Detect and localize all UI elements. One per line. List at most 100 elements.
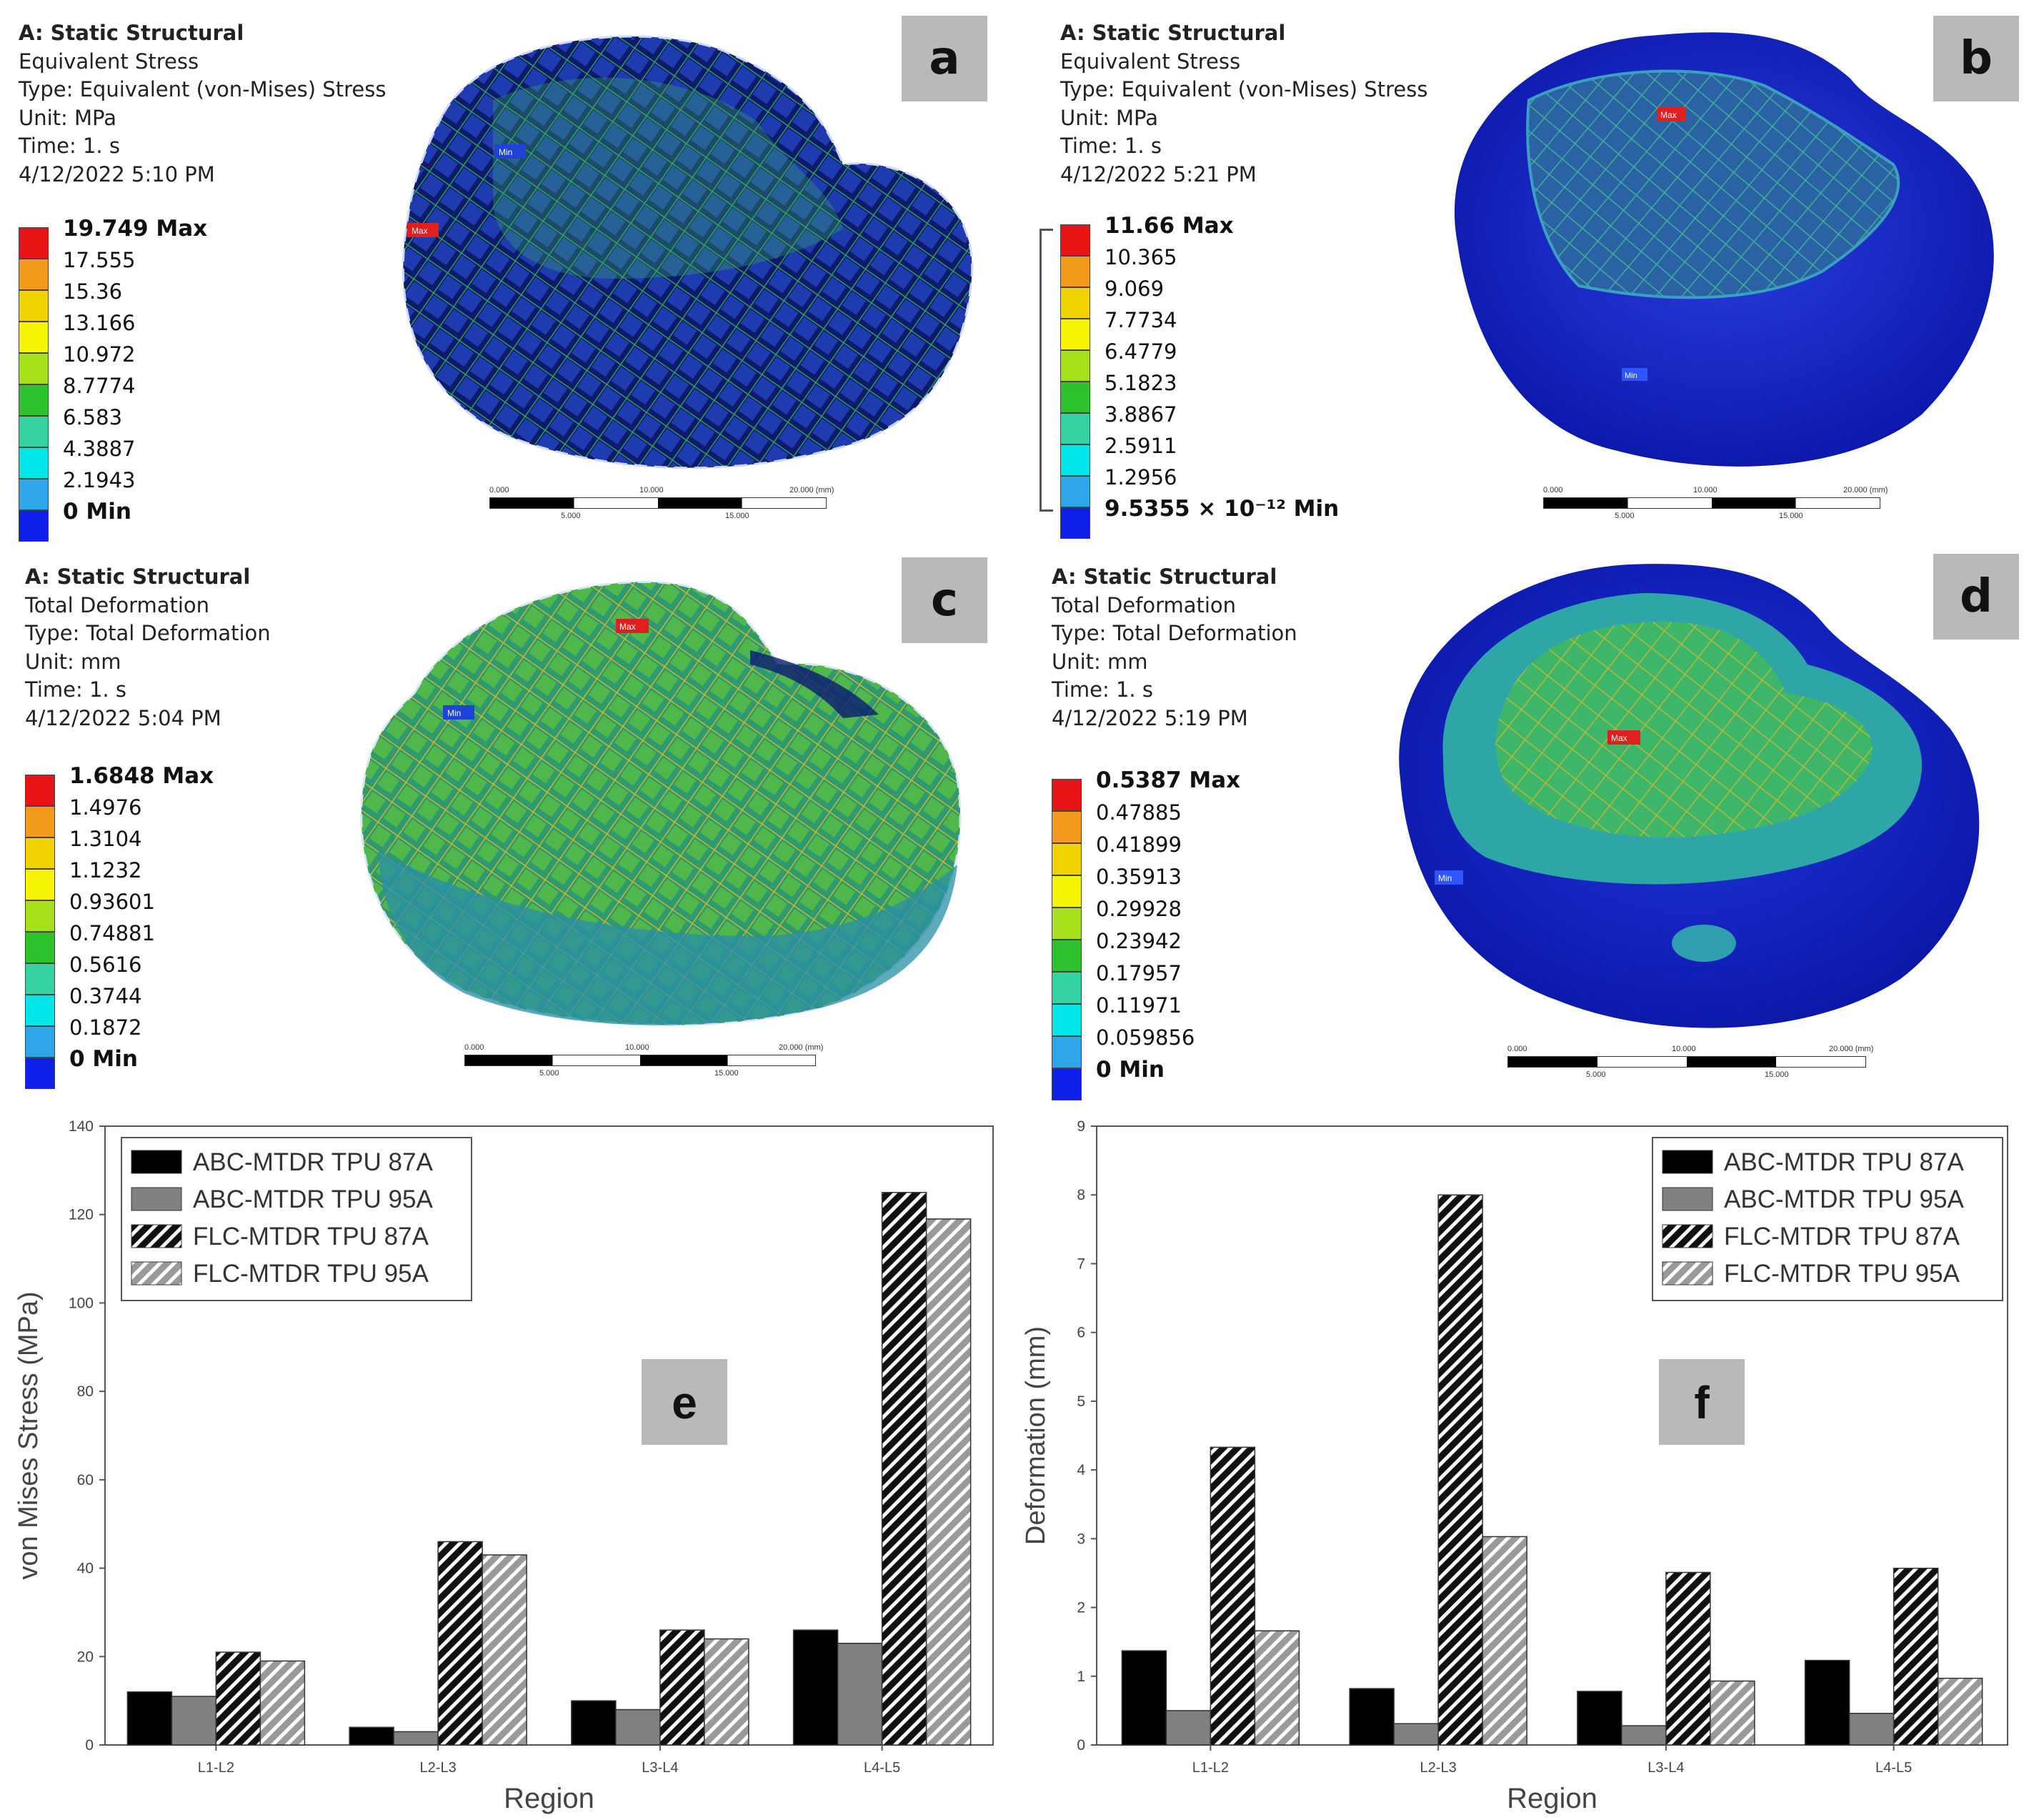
panel-c-max-label: Max — [619, 622, 636, 632]
panel-b-legend-label: 11.66 Max — [1105, 213, 1234, 239]
panel-c-legend-swatch — [25, 1026, 55, 1058]
bar-hatch-black — [437, 1541, 483, 1746]
panel-c-legend-swatch — [25, 837, 55, 869]
panel-b-legend-label: 7.7734 — [1105, 308, 1177, 332]
panel-d-color-legend: 0.5387 Max 0.47885 0.41899 0.35913 0.29928 0.… — [1052, 767, 1280, 1100]
bar-solid-grey — [1621, 1725, 1667, 1746]
panel-a-line-2: Type: Equivalent (von-Mises) Stress — [19, 77, 387, 101]
panel-d-legend-swatch — [1052, 1036, 1082, 1068]
panel-a-legend-label: 8.7774 — [63, 374, 136, 398]
panel-a-legend-label: 17.555 — [63, 248, 136, 272]
panel-c-line-3: Unit: mm — [25, 649, 121, 674]
bar-solid-black — [571, 1700, 617, 1746]
panel-c-legend-swatch — [25, 932, 55, 963]
panel-a-line-1: Equivalent Stress — [19, 49, 199, 74]
panel-c-legend-swatch — [25, 806, 55, 837]
panel-d-legend-swatch — [1052, 875, 1082, 907]
panel-d-scale-bar: 0.000 10.000 20.000 (mm) 5.000 15.000 — [1507, 1045, 1874, 1079]
panel-d-mesh-image: Max Min — [1399, 564, 1980, 1028]
bar-hatch-black — [1665, 1571, 1711, 1746]
panel-a-legend-label: 4.3887 — [63, 437, 136, 461]
panel-b-line-1: Equivalent Stress — [1060, 49, 1241, 74]
chart-tag: e — [672, 1377, 697, 1428]
legend-entry: FLC-MTDR TPU 95A — [193, 1260, 429, 1288]
y-axis-label: von Mises Stress (MPa) — [14, 1291, 44, 1579]
panel-b-title: A: Static Structural — [1060, 21, 1286, 45]
panel-b-mesh-image: Max Min — [1454, 32, 1994, 467]
panel-b-line-4: Time: 1. s — [1060, 134, 1162, 158]
panel-c-legend-label: 1.6848 Max — [69, 763, 214, 789]
panel-d-legend-swatch — [1052, 940, 1082, 972]
panel-a-scale-bar: 0.000 10.000 20.000 (mm) 5.000 15.000 — [489, 486, 834, 520]
panel-c-line-2: Type: Total Deformation — [25, 621, 271, 645]
panel-b-legend-swatch — [1060, 476, 1090, 507]
panel-d-legend-label: 0.35913 — [1096, 865, 1182, 889]
panel-d-max-label: Max — [1611, 733, 1627, 743]
panel-b-min-marker — [1622, 368, 1647, 381]
y-tick-label: 1 — [1077, 1669, 1085, 1685]
panel-a-max-label: Max — [412, 226, 428, 236]
panel-c-max-marker — [616, 619, 649, 633]
y-tick-label: 0 — [1077, 1737, 1085, 1754]
panel-d-legend-swatch — [1052, 779, 1082, 811]
panel-b-legend-label: 5.1823 — [1105, 371, 1177, 395]
bar-hatch-black — [215, 1651, 261, 1746]
panel-b-legend-swatch — [1060, 350, 1090, 382]
bar-solid-grey — [393, 1731, 439, 1746]
panel-b-legend-label: 6.4779 — [1105, 339, 1177, 364]
panel-b-legend-swatch — [1060, 382, 1090, 413]
panel-a-legend-swatch — [19, 322, 49, 353]
panel-c-header: A: Static Structural Total Deformation T… — [25, 563, 271, 732]
legend-entry: ABC-MTDR TPU 95A — [193, 1185, 433, 1213]
legend-swatch — [1662, 1261, 1713, 1286]
panel-c-legend-swatch — [25, 995, 55, 1026]
legend-swatch — [131, 1261, 182, 1286]
panel-d-line-1: Total Deformation — [1052, 592, 1237, 617]
bar-solid-grey — [1393, 1723, 1439, 1746]
bar-solid-black — [1804, 1659, 1850, 1746]
panel-d-legend-swatch — [1052, 1004, 1082, 1036]
legend-swatch — [1662, 1187, 1713, 1211]
panel-c-line-4: Time: 1. s — [25, 677, 126, 702]
panel-a-tag: a — [902, 16, 987, 101]
bar-hatch-black — [659, 1629, 705, 1746]
panel-a-header: A: Static Structural Equivalent Stress T… — [19, 19, 386, 189]
panel-a-legend-label: 15.36 — [63, 279, 123, 304]
panel-b-legend-swatch — [1060, 413, 1090, 444]
chart-f: 0 1 2 3 4 5 6 7 8 9 L1-L2 L2-L3 L3-L4 L4-L5 Region Defo… — [1021, 1118, 2008, 1814]
panel-b-scale-bar: 0.000 10.000 20.000 (mm) 5.000 15.000 — [1543, 486, 1888, 520]
panel-c-min-marker — [443, 705, 474, 720]
panel-a-legend-swatch — [19, 416, 49, 447]
bar-solid-black — [792, 1629, 839, 1746]
panel-b-line-3: Unit: MPa — [1060, 105, 1158, 130]
panel-c-tag: c — [902, 557, 987, 643]
panel-a-max-marker — [407, 223, 439, 237]
panel-b-legend-label: 9.5355 × 10⁻¹² Min — [1105, 496, 1340, 522]
panel-b-max-marker — [1657, 107, 1686, 121]
panel-a-legend-swatch — [19, 384, 49, 416]
chart-tag-box — [642, 1359, 727, 1445]
panel-c-legend-label: 0.74881 — [69, 921, 155, 945]
x-tick-label: L3-L4 — [642, 1760, 678, 1776]
panel-b-legend-swatch — [1060, 224, 1090, 256]
panel-c-legend-label: 1.4976 — [69, 795, 142, 820]
y-tick-label: 80 — [77, 1383, 94, 1400]
y-tick-label: 2 — [1077, 1600, 1085, 1616]
legend-swatch — [131, 1187, 182, 1211]
panel-a-legend-swatch — [19, 447, 49, 479]
legend-swatch — [131, 1150, 182, 1174]
panel-a-legend-label: 2.1943 — [63, 468, 136, 492]
panel-d-tag: d — [1933, 554, 2019, 640]
legend-swatch — [1662, 1150, 1713, 1174]
bar-hatch-black — [1210, 1446, 1256, 1746]
panel-a-legend-label: 10.972 — [63, 342, 136, 367]
x-axis-label: Region — [1507, 1783, 1597, 1814]
panel-b-legend-label: 2.5911 — [1105, 434, 1177, 458]
panel-a-legend-label: 13.166 — [63, 311, 136, 335]
panel-a-line-3: Unit: MPa — [19, 105, 116, 130]
panel-a-min-marker — [494, 144, 526, 159]
panel-d-legend-label: 0.11971 — [1096, 993, 1182, 1018]
y-tick-label: 40 — [77, 1561, 94, 1577]
panel-b-line-2: Type: Equivalent (von-Mises) Stress — [1060, 77, 1428, 101]
panel-a-legend-label: 0 Min — [63, 499, 131, 524]
